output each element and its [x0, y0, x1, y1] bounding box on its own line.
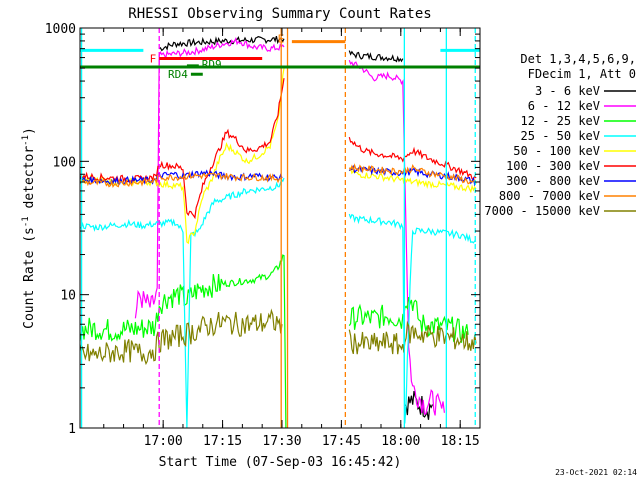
vertical-marker-layer [80, 28, 476, 428]
series-line [348, 59, 445, 416]
series-line [79, 177, 285, 429]
x-axis-label: Start Time (07-Sep-03 16:45:42) [159, 455, 402, 470]
flag-label: F [150, 53, 157, 66]
series-line [79, 254, 287, 429]
legend-label: 25 - 50 keV [521, 129, 600, 143]
y-axis-label: Count Rate (s-1 detector-1) [21, 127, 37, 329]
y-axis-label-main: Count Rate (s [22, 227, 37, 329]
x-tick-label: 17:00 [144, 434, 183, 449]
y-tick-label: 100 [53, 155, 76, 170]
plot-frame [79, 27, 481, 429]
flag-label: RD9 [202, 58, 222, 71]
series-line [348, 163, 477, 185]
series-line [79, 170, 283, 189]
y-axis-label-sup2: -1 [21, 135, 31, 146]
legend-label: 7000 - 15000 keV [484, 204, 600, 218]
series-line [79, 68, 285, 245]
y-tick-label: 1000 [45, 22, 76, 37]
series-line [348, 136, 477, 180]
series-line [79, 78, 285, 220]
series-line [404, 390, 434, 420]
series-line [348, 50, 404, 63]
y-axis-label-end: ) [22, 127, 37, 135]
y-axis-label-sup1: -1 [21, 216, 31, 227]
flag-label: E [278, 33, 285, 46]
axis-layer: 17:00 17:15 17:30 17:45 18:00 18:15 1 10 100 1000 [45, 22, 480, 449]
y-tick-label: 10 [60, 289, 76, 304]
legend-label: 300 - 800 keV [506, 174, 600, 188]
series-line [348, 213, 477, 424]
series-line [79, 308, 283, 366]
legend-label: 800 - 7000 keV [499, 189, 600, 203]
legend-label: 6 - 12 keV [528, 99, 600, 113]
legend-label: 3 - 6 keV [535, 84, 600, 98]
x-tick-label: 17:45 [322, 434, 361, 449]
legend-label: 12 - 25 keV [521, 114, 600, 128]
x-tick-label: 18:15 [441, 434, 480, 449]
chart-title: RHESSI Observing Summary Count Rates [128, 6, 431, 22]
y-tick-label: 1 [68, 422, 76, 437]
series-line [348, 296, 469, 343]
x-tick-label: 17:30 [262, 434, 301, 449]
legend-label: 100 - 300 keV [506, 159, 600, 173]
series-layer [79, 35, 477, 429]
series-line [348, 166, 477, 194]
footer-date: 23-Oct-2021 02:14 [555, 468, 637, 477]
legend-label: 50 - 100 keV [513, 144, 600, 158]
x-tick-label: 18:00 [381, 434, 420, 449]
flag-label: RD4 [168, 68, 188, 81]
legend-header-line: Det 1,3,4,5,6,9, [520, 52, 636, 66]
y-axis-label-mid: detector [22, 146, 37, 217]
flag-bar-layer: F RD9 RD4 E [80, 33, 480, 81]
series-line [348, 320, 477, 355]
legend: Det 1,3,4,5,6,9, FDecim 1, Att 0 3 - 6 k… [484, 52, 636, 218]
x-tick-label: 17:15 [203, 434, 242, 449]
series-line [158, 35, 285, 52]
legend-header-line: FDecim 1, Att 0 [528, 67, 636, 81]
